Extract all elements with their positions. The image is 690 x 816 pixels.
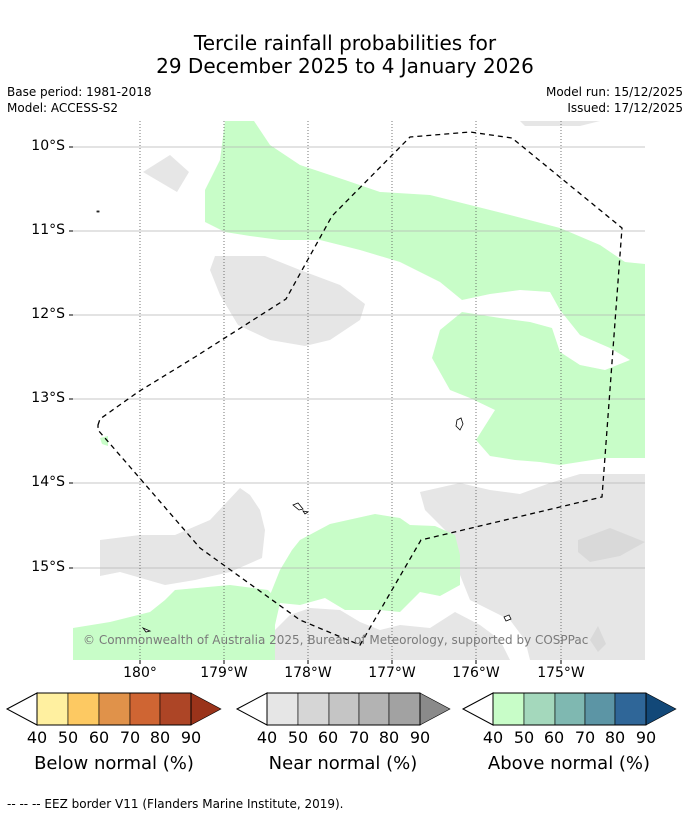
scale-below-title: Below normal (%) [34,753,194,774]
scale-above [461,692,677,726]
eez-border [97,131,623,646]
above-normal-region [205,121,645,465]
scale-below-over-arrow [190,692,222,726]
scale-near-swatch [358,692,390,726]
scale-above-under-arrow [461,692,494,726]
lat-label-11s: 11°S [31,222,65,238]
scale-above-title: Above normal (%) [487,753,651,774]
island [96,210,100,213]
scale-below-swatch [98,692,131,726]
map-area [73,121,645,660]
scale-tick: 80 [149,728,171,747]
lon-ticks [139,660,562,664]
base-period: Base period: 1981-2018 [7,85,152,99]
scale-near-swatch [297,692,330,726]
scale-tick: 70 [574,728,596,747]
scale-tick: 90 [409,728,431,747]
lat-label-12s: 12°S [31,306,65,322]
near-normal-region [578,528,645,562]
scale-tick: 70 [119,728,141,747]
lat-gridlines [73,146,645,569]
scale-tick: 50 [57,728,79,747]
above-normal-region [268,514,460,612]
scale-tick: 60 [543,728,565,747]
scale-tick: 60 [317,728,339,747]
scale-tick: 70 [348,728,370,747]
scale-near-swatch [388,692,421,726]
island [141,627,152,633]
island [455,417,464,431]
scale-near-under-arrow [235,692,268,726]
lat-label-15s: 15°S [31,559,65,575]
scale-tick: 60 [88,728,110,747]
lon-label-178w: 178°W [284,665,332,681]
near-normal-region [143,155,189,192]
model-run: Model run: 15/12/2025 [545,85,683,99]
scale-below-swatch [67,692,100,726]
scale-tick: 80 [604,728,626,747]
scale-tick: 90 [180,728,202,747]
near-normal-region [590,626,606,652]
island [292,502,304,511]
scale-below-swatch [159,692,192,726]
scale-above-over-arrow [645,692,677,726]
scale-above-swatch [523,692,556,726]
scale-tick: 50 [287,728,309,747]
scale-near-swatch [266,692,299,726]
lon-label-179w: 179°W [200,665,248,681]
scale-tick: 40 [26,728,48,747]
scale-tick: 50 [513,728,535,747]
scale-below-swatch [36,692,69,726]
scale-above-swatch [492,692,525,726]
title-line-2: 29 December 2025 to 4 January 2026 [156,54,534,78]
model-name: Model: ACCESS-S2 [7,101,119,115]
lat-label-14s: 14°S [31,474,65,490]
lat-label-13s: 13°S [31,390,65,406]
scale-above-swatch [554,692,586,726]
scale-above-swatch [614,692,647,726]
lat-ticks [69,146,73,569]
scale-tick: 40 [482,728,504,747]
lon-label-175w: 175°W [537,665,585,681]
lat-label-10s: 10°S [31,138,65,154]
scale-tick: 80 [378,728,400,747]
eez-footnote: -- -- -- EEZ border V11 (Flanders Marine… [7,797,344,811]
scale-near [235,692,451,726]
island [302,510,310,515]
near-normal-region [275,608,510,660]
scale-below-under-arrow [5,692,38,726]
lon-label-180: 180° [123,665,157,681]
scale-near-swatch [328,692,360,726]
issued-date: Issued: 17/12/2025 [567,101,683,115]
near-normal-region [100,488,265,585]
scale-tick: 40 [256,728,278,747]
scale-near-title: Near normal (%) [268,753,418,774]
lon-label-177w: 177°W [368,665,416,681]
scale-near-over-arrow [419,692,451,726]
scale-tick: 90 [635,728,657,747]
title-line-1: Tercile rainfall probabilities for [193,31,497,55]
scale-above-swatch [584,692,616,726]
lon-label-176w: 176°W [452,665,500,681]
island [503,614,512,622]
scale-below [5,692,222,726]
above-normal-region [73,585,280,660]
near-normal-region [520,121,600,126]
copyright-notice: © Commonwealth of Australia 2025, Bureau… [83,633,589,647]
islands [96,210,512,633]
scale-below-swatch [129,692,161,726]
